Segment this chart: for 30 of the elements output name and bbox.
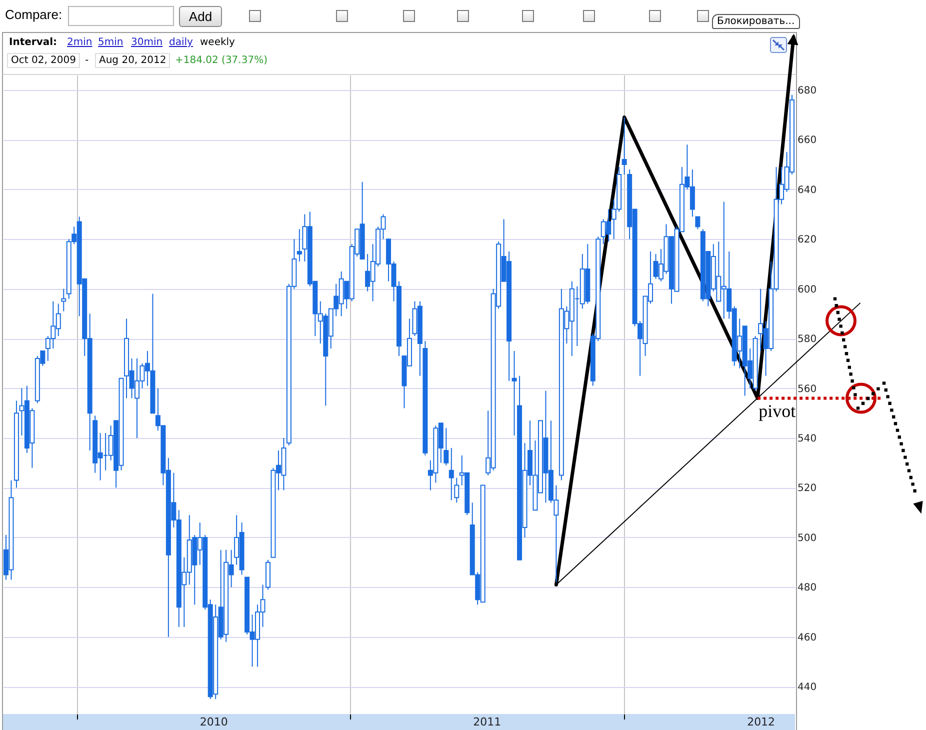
text: Interval: bbox=[9, 37, 58, 48]
text: Oct 02, 2009 bbox=[7, 53, 80, 68]
text: weekly bbox=[200, 37, 235, 48]
y-tick-label: 460 bbox=[798, 632, 817, 644]
y-tick-label: 680 bbox=[798, 85, 817, 96]
y-tick-label: 600 bbox=[798, 284, 817, 296]
x-tick-label: 2011 bbox=[473, 716, 502, 728]
y-tick-label: 620 bbox=[798, 234, 817, 246]
annotation: pivot bbox=[758, 401, 796, 422]
y-tick-label: 440 bbox=[798, 682, 817, 694]
text: 5min bbox=[98, 37, 124, 48]
y-tick-label: 520 bbox=[798, 483, 817, 494]
y-tick-label: 660 bbox=[798, 135, 817, 146]
x-tick-label: 2010 bbox=[200, 716, 228, 728]
text: - bbox=[85, 55, 89, 66]
y-tick-label: 540 bbox=[798, 434, 817, 445]
y-tick-label: 480 bbox=[798, 582, 817, 594]
text: Aug 20, 2012 bbox=[95, 53, 170, 68]
y-tick-label: 580 bbox=[798, 334, 817, 346]
y-tick-label: 640 bbox=[798, 184, 817, 196]
text: daily bbox=[169, 37, 193, 48]
x-tick-label: 2012 bbox=[747, 716, 776, 728]
text: +184.02 (37.37%) bbox=[175, 55, 268, 66]
text: Блокировать... bbox=[712, 14, 800, 29]
y-tick-label: 500 bbox=[798, 532, 817, 544]
text: 30min bbox=[131, 37, 163, 48]
text: Compare: bbox=[5, 7, 62, 22]
text: Add bbox=[179, 6, 222, 27]
y-tick-label: 560 bbox=[798, 384, 817, 395]
text: 2min bbox=[67, 37, 92, 48]
